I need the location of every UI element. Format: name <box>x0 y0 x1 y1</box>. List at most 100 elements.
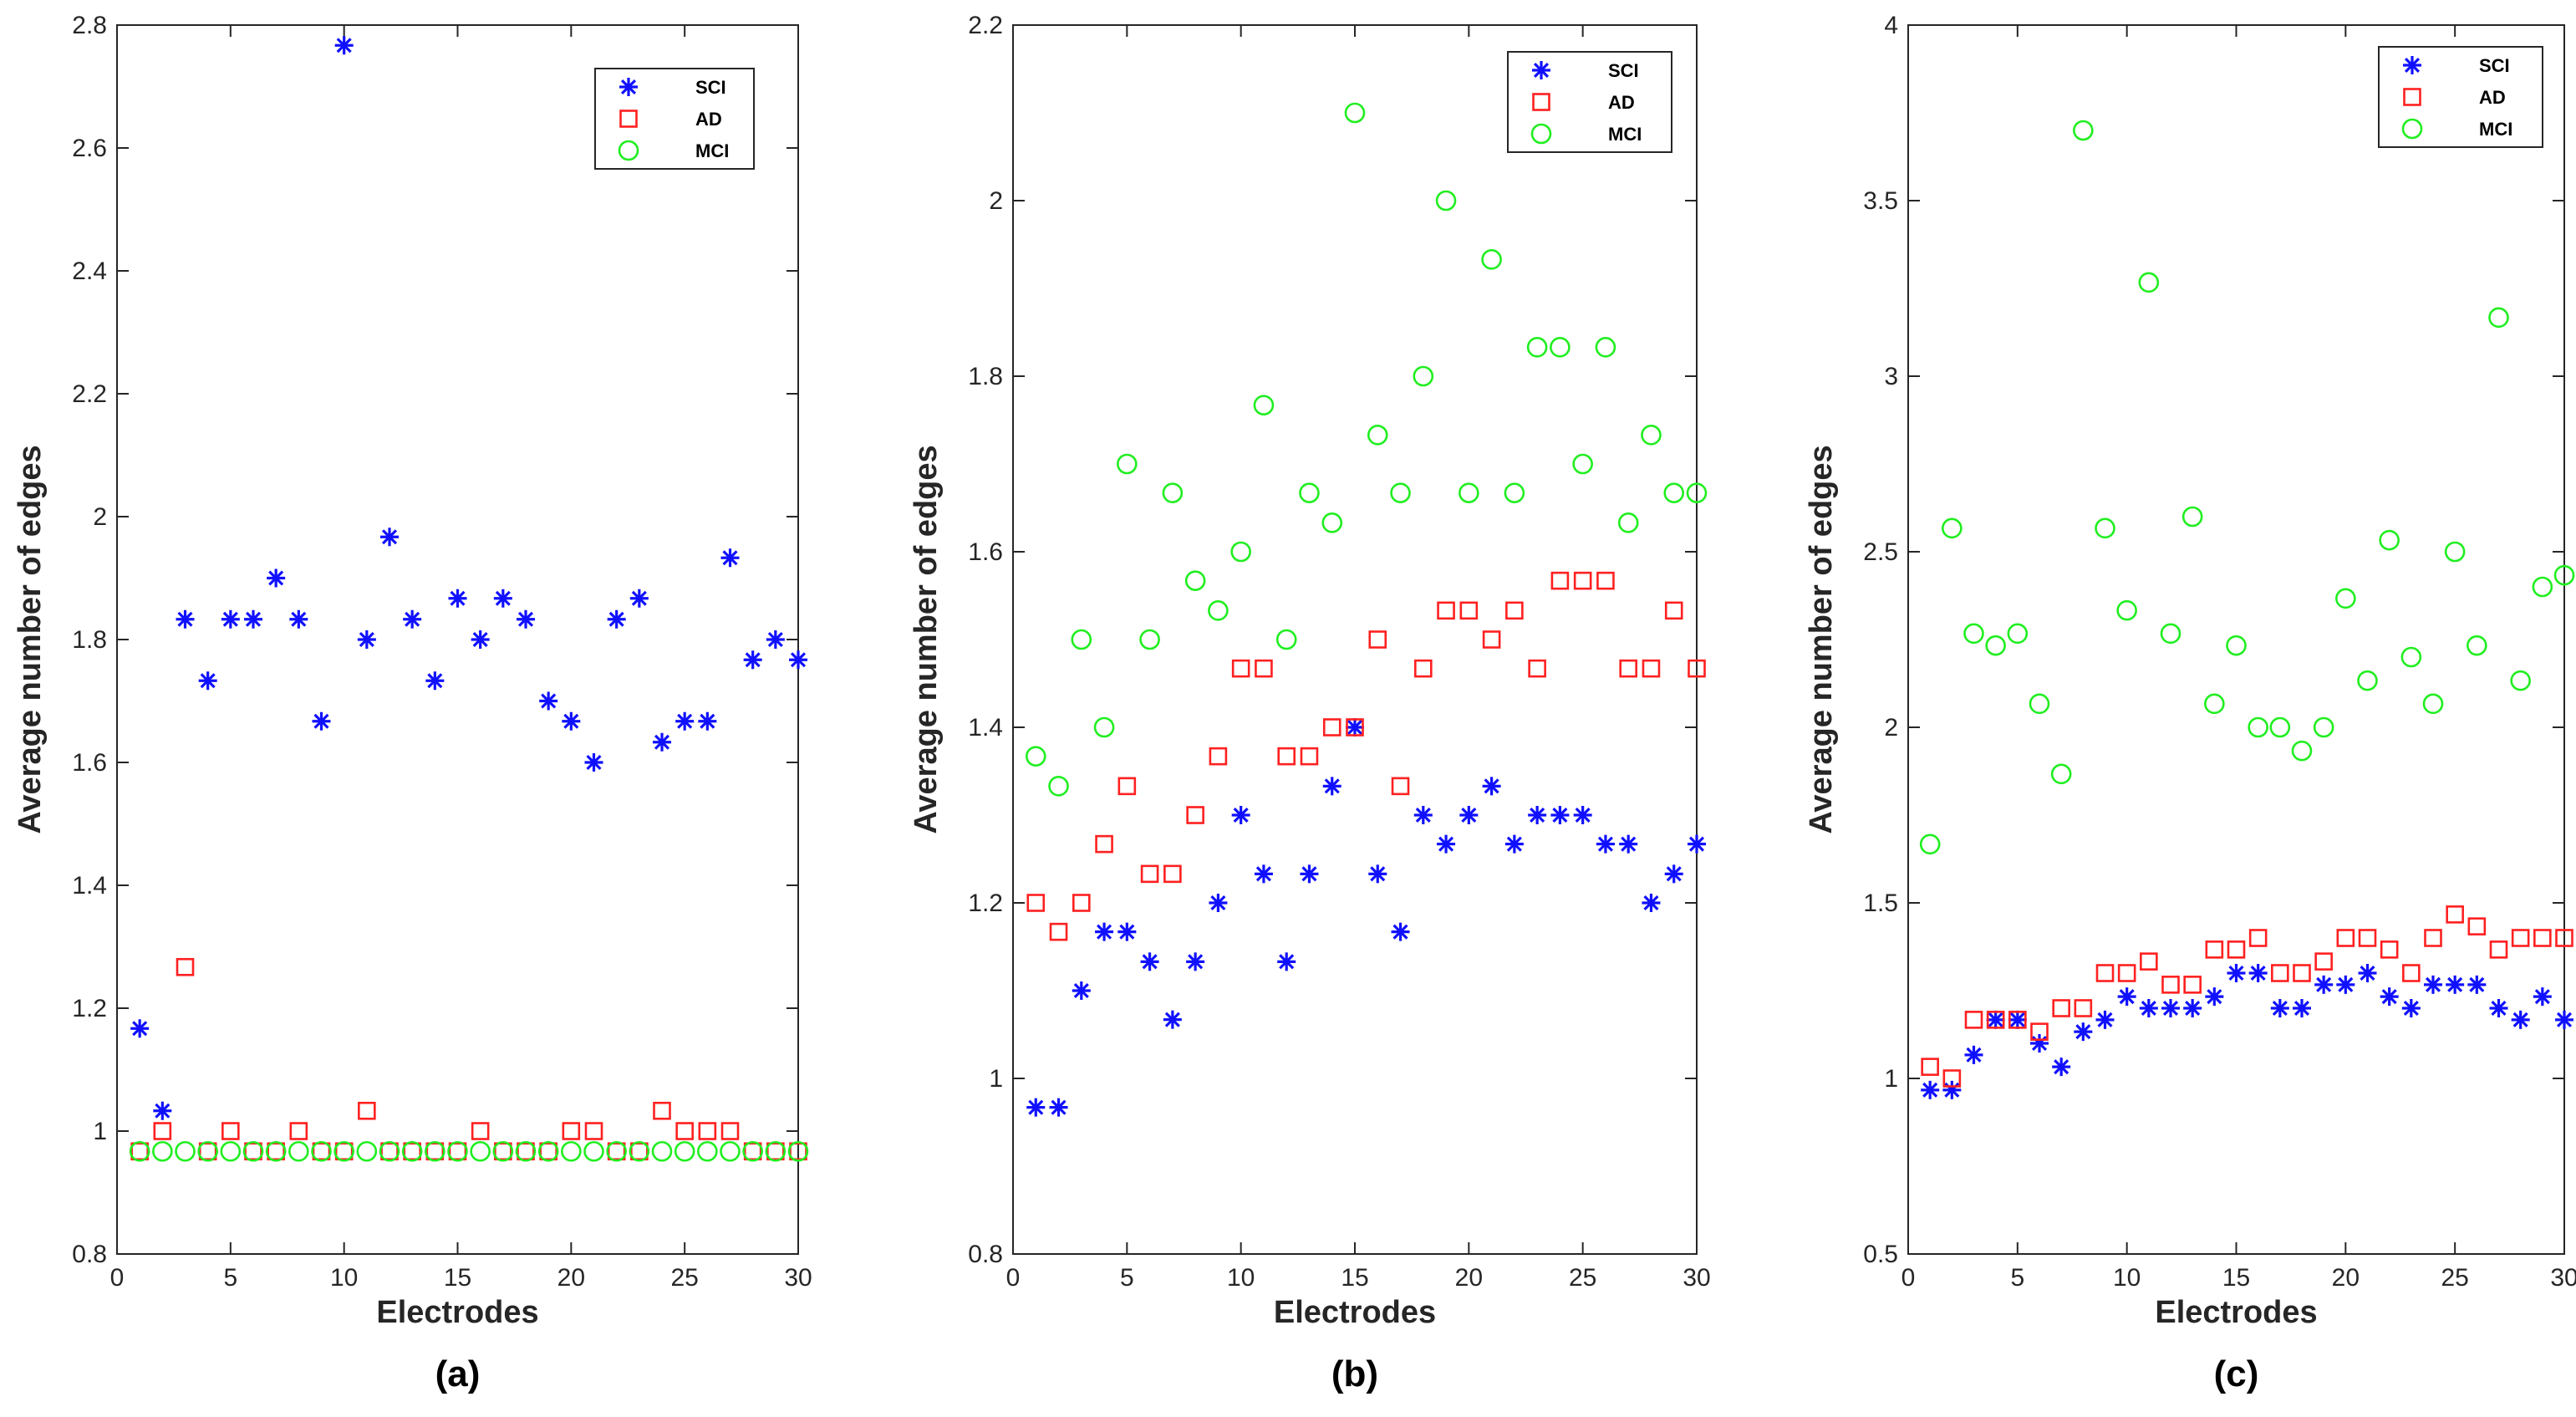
data-point-mci <box>1572 453 1593 475</box>
data-point-ad <box>1255 659 1273 678</box>
data-point-sci <box>1482 777 1501 796</box>
data-point-ad <box>2183 976 2202 994</box>
data-point-mci <box>356 1140 378 1162</box>
data-point-ad <box>766 1142 785 1161</box>
legend-marker-mci <box>2401 118 2423 140</box>
data-point-mci <box>1367 425 1388 446</box>
data-point-mci <box>1617 512 1639 533</box>
data-point-mci <box>2138 272 2160 293</box>
data-point-sci <box>2117 987 2136 1007</box>
data-point-sci <box>2270 999 2289 1017</box>
data-point-ad <box>1986 1011 2005 1029</box>
data-point-ad <box>1300 747 1319 766</box>
data-point-ad <box>221 1122 240 1140</box>
data-point-mci <box>242 1140 264 1162</box>
y-tick-label: 0.8 <box>968 1241 1003 1268</box>
data-point-sci <box>1413 806 1433 824</box>
data-point-ad <box>1140 864 1159 884</box>
data-point-sci <box>1688 834 1706 854</box>
data-point-ad <box>2008 1011 2027 1029</box>
data-point-ad <box>1964 1011 1983 1029</box>
x-tick-label: 25 <box>670 1264 698 1292</box>
y-tick-label: 1 <box>989 1065 1003 1093</box>
data-point-mci <box>2029 693 2050 715</box>
data-point-ad <box>2205 940 2224 959</box>
data-point-sci <box>743 650 762 670</box>
series-mci <box>129 1140 809 1162</box>
data-point-sci <box>1209 894 1228 912</box>
data-point-sci <box>1550 806 1570 824</box>
data-point-sci <box>130 1019 150 1038</box>
data-point-mci <box>515 1140 537 1162</box>
data-point-sci <box>2161 999 2180 1017</box>
data-point-ad <box>380 1142 399 1161</box>
data-point-ad <box>1688 659 1706 678</box>
data-point-ad <box>2271 964 2289 982</box>
data-point-sci <box>1921 1080 1940 1099</box>
data-point-ad <box>244 1142 262 1161</box>
data-point-sci <box>720 548 740 568</box>
x-tick-label: 10 <box>330 1264 358 1292</box>
data-point-ad <box>2402 964 2421 982</box>
legend-label-mci: MCI <box>1608 124 1642 145</box>
y-tick-label: 2.2 <box>72 380 107 408</box>
data-point-sci <box>1504 834 1524 854</box>
data-point-mci <box>1344 102 1366 124</box>
data-point-mci <box>265 1140 287 1162</box>
data-point-ad <box>2467 917 2487 935</box>
data-point-sci <box>2095 1010 2115 1029</box>
data-point-mci <box>1093 716 1115 738</box>
data-point-sci <box>380 528 399 547</box>
x-tick-label: 20 <box>1455 1264 1483 1292</box>
data-point-mci <box>583 1140 604 1162</box>
data-point-sci <box>1964 1045 1983 1064</box>
data-point-mci <box>1048 776 1069 797</box>
data-point-mci <box>2204 693 2225 715</box>
data-point-ad <box>1642 659 1661 678</box>
y-tick-label: 2.2 <box>968 12 1003 39</box>
plot-area <box>1907 24 2565 1255</box>
data-point-ad <box>539 1142 557 1161</box>
data-point-mci <box>152 1140 173 1162</box>
data-point-sci <box>1664 864 1683 884</box>
data-point-ad <box>2446 905 2464 924</box>
series-sci <box>130 36 807 1120</box>
data-point-sci <box>2293 999 2311 1017</box>
x-tick-label: 30 <box>784 1264 812 1292</box>
legend: SCI AD MCI <box>1507 51 1672 153</box>
legend-label-ad: AD <box>695 109 722 130</box>
x-tick-label: 25 <box>2441 1264 2468 1292</box>
x-tick-label: 5 <box>2010 1264 2024 1292</box>
chart-panel-a: 0 5 10 15 20 25 30 0.8 1 1.2 1.4 1.6 1.8 2 2.2 2.4 2.6 2.… <box>13 12 812 1394</box>
data-point-ad <box>425 1142 445 1161</box>
data-point-ad <box>289 1122 308 1140</box>
data-point-mci <box>492 1140 514 1162</box>
data-point-mci <box>742 1140 763 1162</box>
data-point-mci <box>2050 763 2072 785</box>
data-point-sci <box>176 609 195 629</box>
data-point-ad <box>1072 894 1091 912</box>
data-point-sci <box>675 711 695 731</box>
data-point-mci <box>1963 623 1984 645</box>
data-point-ad <box>1026 894 1046 912</box>
data-point-mci <box>2488 307 2509 329</box>
data-point-sci <box>2380 987 2399 1007</box>
data-point-mci <box>1595 337 1616 358</box>
data-point-mci <box>1275 629 1297 650</box>
data-point-sci <box>584 753 603 772</box>
data-point-sci <box>629 589 649 608</box>
data-point-ad <box>1414 659 1433 678</box>
data-point-mci <box>2422 693 2444 715</box>
data-point-sci <box>153 1101 172 1120</box>
data-point-mci <box>379 1140 400 1162</box>
data-point-sci <box>471 630 490 649</box>
data-point-mci <box>1526 337 1548 358</box>
data-point-ad <box>2533 929 2552 947</box>
legend-marker-sci <box>1532 61 1550 79</box>
chart-panel-b: 0 5 10 15 20 25 30 0.8 1 1.2 1.4 1.6 1.8 2 2.2 Electrod… <box>909 12 1711 1394</box>
data-point-mci <box>1413 365 1434 387</box>
data-point-mci <box>175 1140 196 1162</box>
data-point-mci <box>1919 833 1941 855</box>
data-point-mci <box>197 1140 218 1162</box>
